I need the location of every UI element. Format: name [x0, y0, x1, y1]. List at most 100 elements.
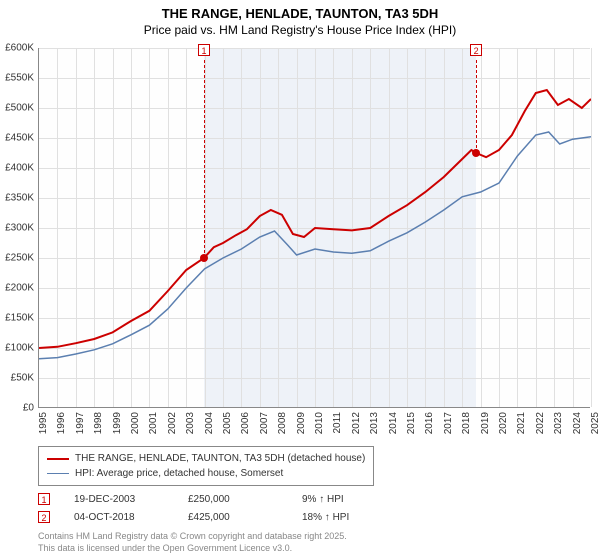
x-tick-label: 2020	[498, 412, 509, 434]
gridline-v	[517, 48, 518, 407]
x-tick-label: 2019	[480, 412, 491, 434]
legend-row: HPI: Average price, detached house, Some…	[47, 466, 365, 481]
x-tick-label: 2021	[516, 412, 527, 434]
legend-swatch	[47, 458, 69, 460]
x-tick-label: 2012	[351, 412, 362, 434]
gridline-v	[481, 48, 482, 407]
x-tick-label: 2010	[314, 412, 325, 434]
gridline-v	[76, 48, 77, 407]
marker-flag-1: 1	[198, 44, 210, 56]
legend-label: HPI: Average price, detached house, Some…	[75, 466, 283, 481]
y-tick-label: £200K	[0, 283, 34, 294]
attribution-line-1: Contains HM Land Registry data © Crown c…	[38, 530, 347, 542]
title-block: THE RANGE, HENLADE, TAUNTON, TA3 5DH Pri…	[0, 0, 600, 39]
marker-line-1	[204, 60, 205, 258]
y-tick-label: £350K	[0, 193, 34, 204]
x-tick-label: 2016	[424, 412, 435, 434]
legend: THE RANGE, HENLADE, TAUNTON, TA3 5DH (de…	[38, 446, 374, 486]
y-tick-label: £50K	[0, 373, 34, 384]
gridline-v	[168, 48, 169, 407]
marker-dot-2	[472, 149, 480, 157]
x-tick-label: 2015	[406, 412, 417, 434]
x-tick-label: 2007	[259, 412, 270, 434]
chart-container: THE RANGE, HENLADE, TAUNTON, TA3 5DH Pri…	[0, 0, 600, 560]
x-tick-label: 2017	[443, 412, 454, 434]
x-tick-label: 2000	[130, 412, 141, 434]
gridline-v	[131, 48, 132, 407]
x-tick-label: 2018	[461, 412, 472, 434]
marker-dot-1	[200, 254, 208, 262]
legend-row: THE RANGE, HENLADE, TAUNTON, TA3 5DH (de…	[47, 451, 365, 466]
x-tick-label: 2013	[369, 412, 380, 434]
gridline-v	[462, 48, 463, 407]
transaction-date: 19-DEC-2003	[74, 494, 164, 505]
attribution: Contains HM Land Registry data © Crown c…	[38, 530, 347, 554]
gridline-v	[333, 48, 334, 407]
transaction-row: 2 04-OCT-2018 £425,000 18% ↑ HPI	[38, 508, 392, 526]
marker-line-2	[476, 60, 477, 153]
gridline-v	[352, 48, 353, 407]
x-tick-label: 1995	[38, 412, 49, 434]
x-tick-label: 1997	[75, 412, 86, 434]
plot-area: 12	[38, 48, 590, 408]
transaction-delta: 18% ↑ HPI	[302, 512, 392, 523]
y-tick-label: £100K	[0, 343, 34, 354]
transaction-flag: 2	[38, 511, 50, 523]
x-tick-label: 1996	[56, 412, 67, 434]
gridline-v	[370, 48, 371, 407]
legend-swatch	[47, 473, 69, 475]
x-tick-label: 1999	[112, 412, 123, 434]
title-subtitle: Price paid vs. HM Land Registry's House …	[0, 23, 600, 37]
y-tick-label: £400K	[0, 163, 34, 174]
gridline-v	[149, 48, 150, 407]
gridline-v	[389, 48, 390, 407]
x-tick-label: 2008	[277, 412, 288, 434]
x-tick-label: 2003	[185, 412, 196, 434]
x-tick-label: 2024	[572, 412, 583, 434]
x-tick-label: 1998	[93, 412, 104, 434]
x-tick-label: 2005	[222, 412, 233, 434]
transaction-date: 04-OCT-2018	[74, 512, 164, 523]
transaction-flag: 1	[38, 493, 50, 505]
transaction-price: £250,000	[188, 494, 278, 505]
x-tick-label: 2001	[148, 412, 159, 434]
transaction-price: £425,000	[188, 512, 278, 523]
y-tick-label: £500K	[0, 103, 34, 114]
gridline-v	[591, 48, 592, 407]
y-tick-label: £0	[0, 403, 34, 414]
legend-label: THE RANGE, HENLADE, TAUNTON, TA3 5DH (de…	[75, 451, 365, 466]
x-tick-label: 2006	[240, 412, 251, 434]
attribution-line-2: This data is licensed under the Open Gov…	[38, 542, 347, 554]
gridline-v	[407, 48, 408, 407]
gridline-v	[573, 48, 574, 407]
y-tick-label: £600K	[0, 43, 34, 54]
gridline-v	[425, 48, 426, 407]
y-tick-label: £150K	[0, 313, 34, 324]
gridline-v	[223, 48, 224, 407]
y-tick-label: £550K	[0, 73, 34, 84]
gridline-v	[278, 48, 279, 407]
gridline-v	[536, 48, 537, 407]
gridline-v	[444, 48, 445, 407]
gridline-v	[499, 48, 500, 407]
x-tick-label: 2009	[296, 412, 307, 434]
x-tick-label: 2014	[388, 412, 399, 434]
title-main: THE RANGE, HENLADE, TAUNTON, TA3 5DH	[0, 6, 600, 21]
transaction-row: 119-DEC-2003£250,0009% ↑ HPI	[38, 490, 392, 508]
x-tick-label: 2011	[332, 412, 343, 434]
marker-flag-2: 2	[470, 44, 482, 56]
gridline-v	[241, 48, 242, 407]
x-tick-label: 2023	[553, 412, 564, 434]
gridline-v	[113, 48, 114, 407]
gridline-v	[554, 48, 555, 407]
x-tick-label: 2025	[590, 412, 600, 434]
gridline-v	[94, 48, 95, 407]
transaction-rows: 119-DEC-2003£250,0009% ↑ HPI204-OCT-2018…	[38, 490, 392, 526]
gridline-v	[315, 48, 316, 407]
x-tick-label: 2022	[535, 412, 546, 434]
gridline-v	[186, 48, 187, 407]
chart-area: 12 £0£50K£100K£150K£200K£250K£300K£350K£…	[38, 48, 590, 408]
y-tick-label: £300K	[0, 223, 34, 234]
gridline-v	[57, 48, 58, 407]
x-tick-label: 2004	[204, 412, 215, 434]
